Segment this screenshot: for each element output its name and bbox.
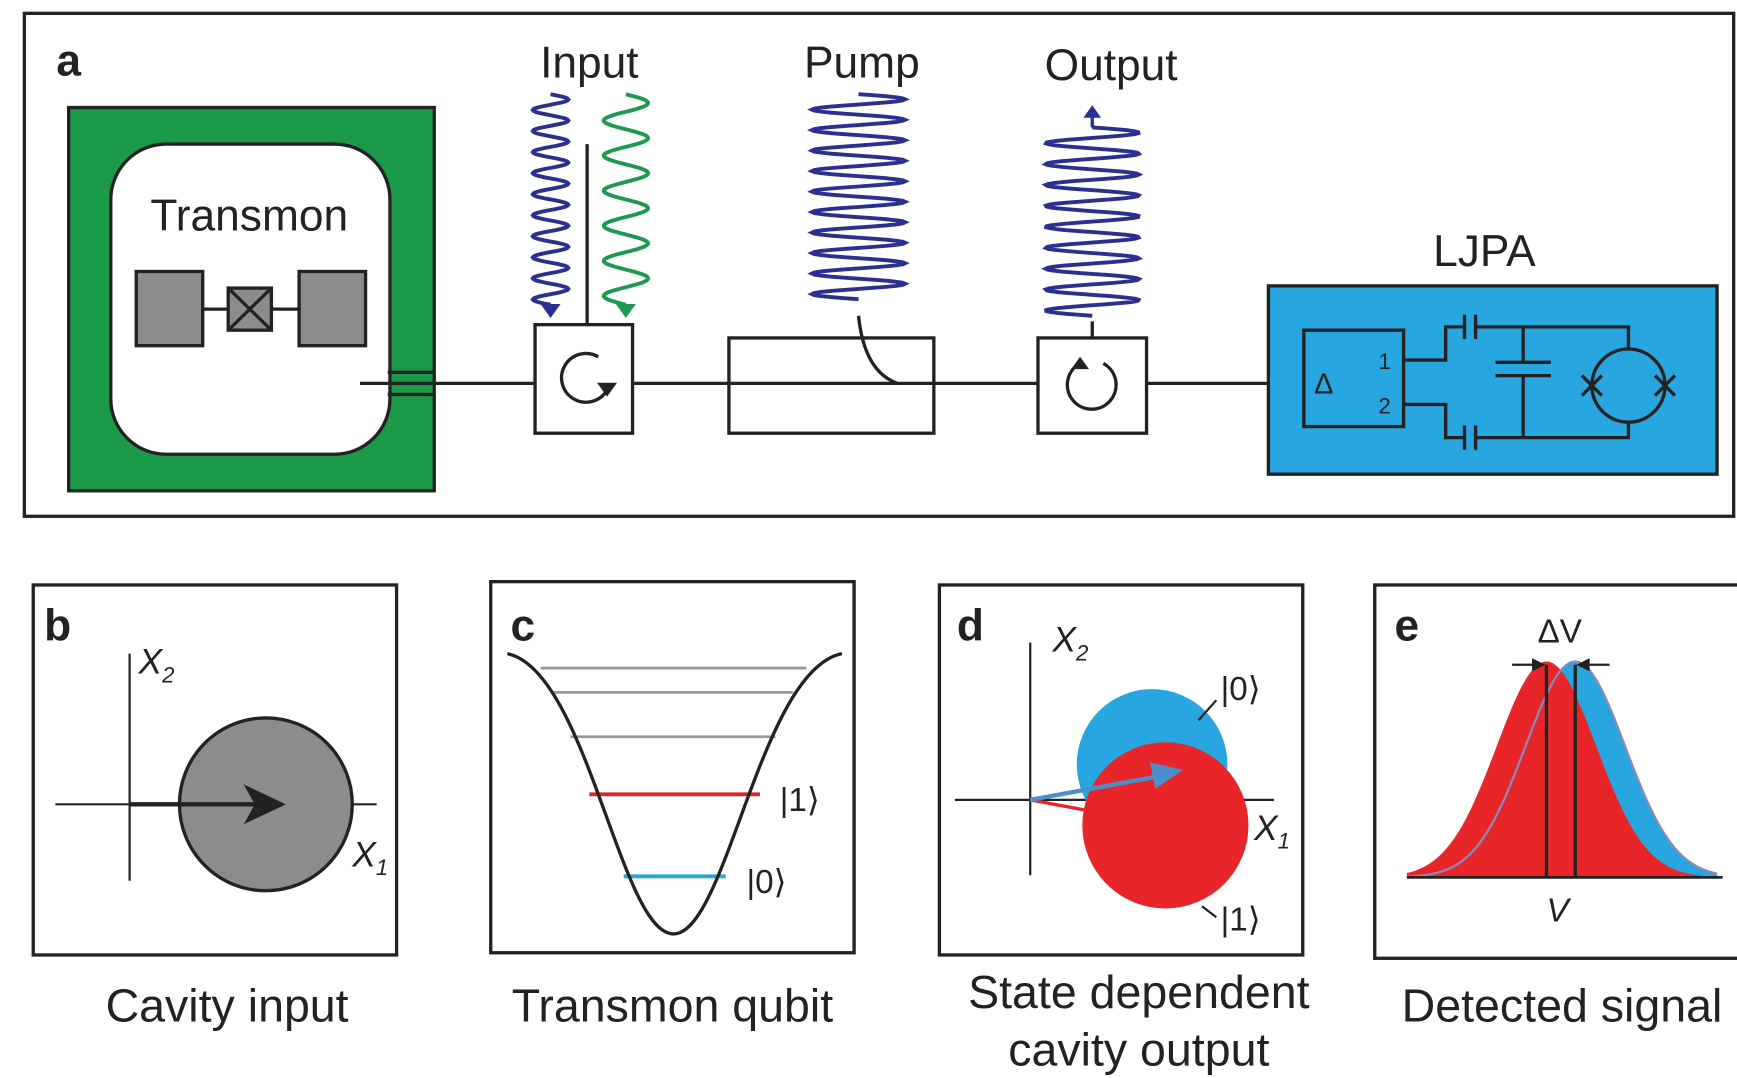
page: {"panel_a":{"label":"a","transmon":"Tran… xyxy=(0,0,1737,1078)
label: Transmon qubit xyxy=(512,979,834,1031)
axis-symbol: X xyxy=(1253,808,1279,848)
label: |0⟩ xyxy=(1221,671,1261,708)
axis-subscript: 1 xyxy=(1278,829,1290,854)
label: 1 xyxy=(1379,349,1391,374)
label: LJPA xyxy=(1433,227,1536,276)
box xyxy=(136,271,202,345)
label: d xyxy=(957,601,984,650)
label: V xyxy=(1546,893,1571,930)
axis-subscript: 2 xyxy=(161,662,174,687)
axis-symbol: X xyxy=(1051,619,1077,659)
axis-subscript: 1 xyxy=(376,855,388,880)
axis-subscript: 2 xyxy=(1075,640,1088,665)
axis-symbol: X xyxy=(351,834,377,874)
box xyxy=(729,338,934,433)
label: Input xyxy=(540,39,639,88)
label: Transmon xyxy=(150,191,348,240)
label: |1⟩ xyxy=(780,782,820,819)
figure: aTransmonInputPumpOutputLJPAΔ12bX2X1Cavi… xyxy=(0,0,1737,1078)
label: e xyxy=(1395,601,1420,650)
label: Pump xyxy=(804,39,920,88)
box xyxy=(299,271,365,345)
label: |0⟩ xyxy=(747,864,787,901)
label: c xyxy=(511,601,536,650)
box xyxy=(1038,338,1147,433)
box xyxy=(491,582,854,953)
label: Detected signal xyxy=(1402,979,1723,1031)
label: State dependent xyxy=(968,966,1309,1018)
label: 2 xyxy=(1379,393,1391,418)
label: a xyxy=(56,36,81,85)
label: |1⟩ xyxy=(1221,902,1261,939)
label: Δ xyxy=(1314,368,1333,400)
label: ΔV xyxy=(1538,614,1583,651)
label: Cavity input xyxy=(106,979,349,1031)
label: Output xyxy=(1045,41,1178,90)
axis-symbol: X xyxy=(137,642,163,682)
label: cavity output xyxy=(1008,1024,1269,1076)
label: b xyxy=(44,601,71,650)
box xyxy=(535,325,632,434)
